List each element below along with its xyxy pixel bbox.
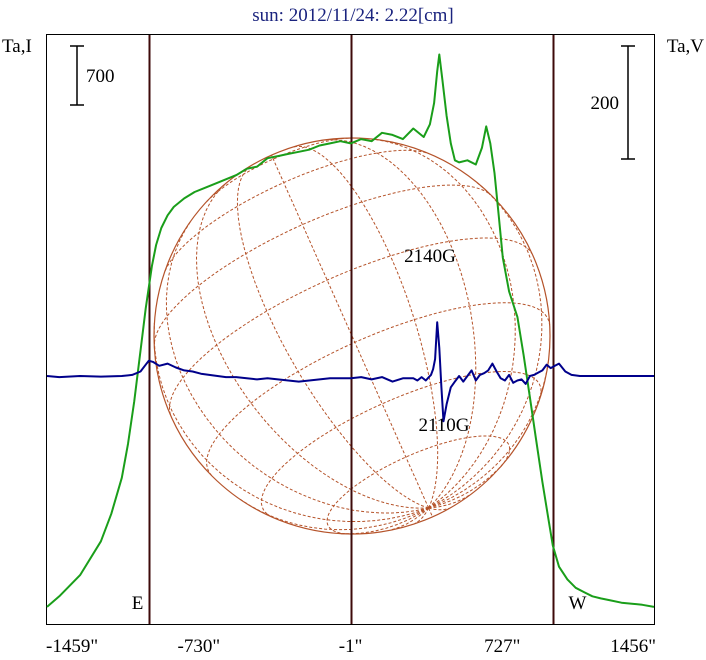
longitude-line <box>340 507 429 535</box>
x-tick-label: -1459" <box>46 636 98 657</box>
longitude-line <box>165 221 429 514</box>
right-scale-bar-label: 200 <box>591 93 620 114</box>
annotation-2140g: 2140G <box>404 246 456 267</box>
left-axis-label: Ta,I <box>2 36 32 57</box>
x-tick-label: 727" <box>484 636 520 657</box>
longitude-line <box>428 361 549 509</box>
left-scale-bar-label: 700 <box>86 66 115 87</box>
longitude-line <box>153 323 429 522</box>
latitude-line <box>260 370 542 518</box>
x-tick-label: -1" <box>339 636 363 657</box>
marker-label-w: W <box>569 593 587 614</box>
longitude-line <box>414 507 430 524</box>
right-scale-bar <box>621 45 635 160</box>
right-axis-label: Ta,V <box>667 36 704 57</box>
longitude-line <box>428 507 450 511</box>
latitude-line <box>206 137 350 202</box>
solar-disk-grid <box>153 137 551 535</box>
annotation-2110g: 2110G <box>418 415 469 436</box>
ta-v-series-line <box>46 321 654 423</box>
latitude-line <box>169 237 533 415</box>
longitude-line <box>239 498 429 531</box>
left-scale-bar <box>70 45 84 106</box>
longitude-line <box>271 154 430 509</box>
latitude-line <box>153 184 490 343</box>
longitude-line <box>195 182 429 509</box>
x-tick-labels: -1459" -730" -1" 727" 1456" <box>46 636 656 657</box>
longitude-line <box>374 138 516 509</box>
plot-frame <box>46 34 655 625</box>
longitude-line <box>293 145 439 509</box>
latitude-line <box>164 149 429 272</box>
longitude-line <box>428 494 471 509</box>
marker-label-e: E <box>132 593 144 614</box>
longitude-line <box>390 507 429 531</box>
chart-title: sun: 2012/11/24: 2.22[cm] <box>252 5 453 26</box>
longitude-line <box>428 507 433 518</box>
longitude-line <box>428 459 507 509</box>
x-tick-label: -730" <box>178 636 221 657</box>
longitude-line <box>321 139 477 509</box>
ta-i-series-line <box>46 53 655 608</box>
x-tick-label: 1456" <box>610 636 656 657</box>
longitude-line <box>428 180 543 509</box>
series-group <box>46 53 655 608</box>
longitude-line <box>236 165 429 509</box>
